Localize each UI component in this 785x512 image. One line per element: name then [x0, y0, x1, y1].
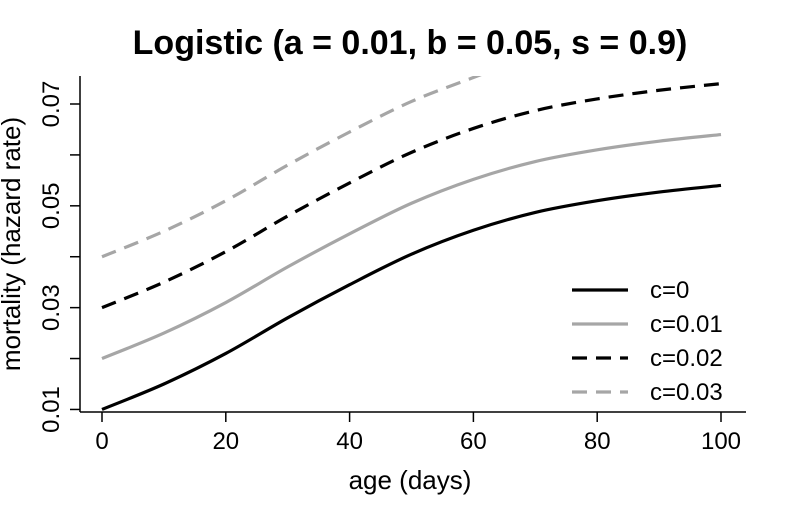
- x-tick-label: 20: [212, 428, 239, 455]
- series-layer: [101, 76, 722, 411]
- legend-label: c=0.02: [650, 345, 723, 372]
- x-tick-label: 100: [701, 428, 741, 455]
- legend-label: c=0.03: [650, 379, 723, 406]
- series-line-2: [101, 82, 722, 310]
- y-ticks: 0.01 0.03 0.05 0.07: [38, 81, 80, 433]
- series-line-1: [101, 132, 722, 361]
- y-axis-label: mortality (hazard rate): [0, 117, 26, 371]
- legend-label: c=0.01: [650, 311, 723, 338]
- chart-title: Logistic (a = 0.01, b = 0.05, s = 0.9): [133, 24, 688, 62]
- legend-label: c=0: [650, 277, 689, 304]
- x-ticks: 0 20 40 60 80 100: [95, 412, 741, 455]
- x-tick-label: 60: [460, 428, 487, 455]
- x-axis-label: age (days): [349, 465, 472, 495]
- y-tick-label: 0.01: [38, 386, 65, 433]
- x-tick-label: 80: [584, 428, 611, 455]
- x-tick-label: 0: [95, 428, 108, 455]
- series-line-3: [101, 76, 482, 259]
- legend: c=0 c=0.01 c=0.02 c=0.03: [572, 277, 723, 406]
- series-line-0: [101, 183, 722, 411]
- y-tick-label: 0.05: [38, 182, 65, 229]
- y-tick-label: 0.07: [38, 81, 65, 128]
- y-tick-label: 0.03: [38, 284, 65, 331]
- x-tick-label: 40: [336, 428, 363, 455]
